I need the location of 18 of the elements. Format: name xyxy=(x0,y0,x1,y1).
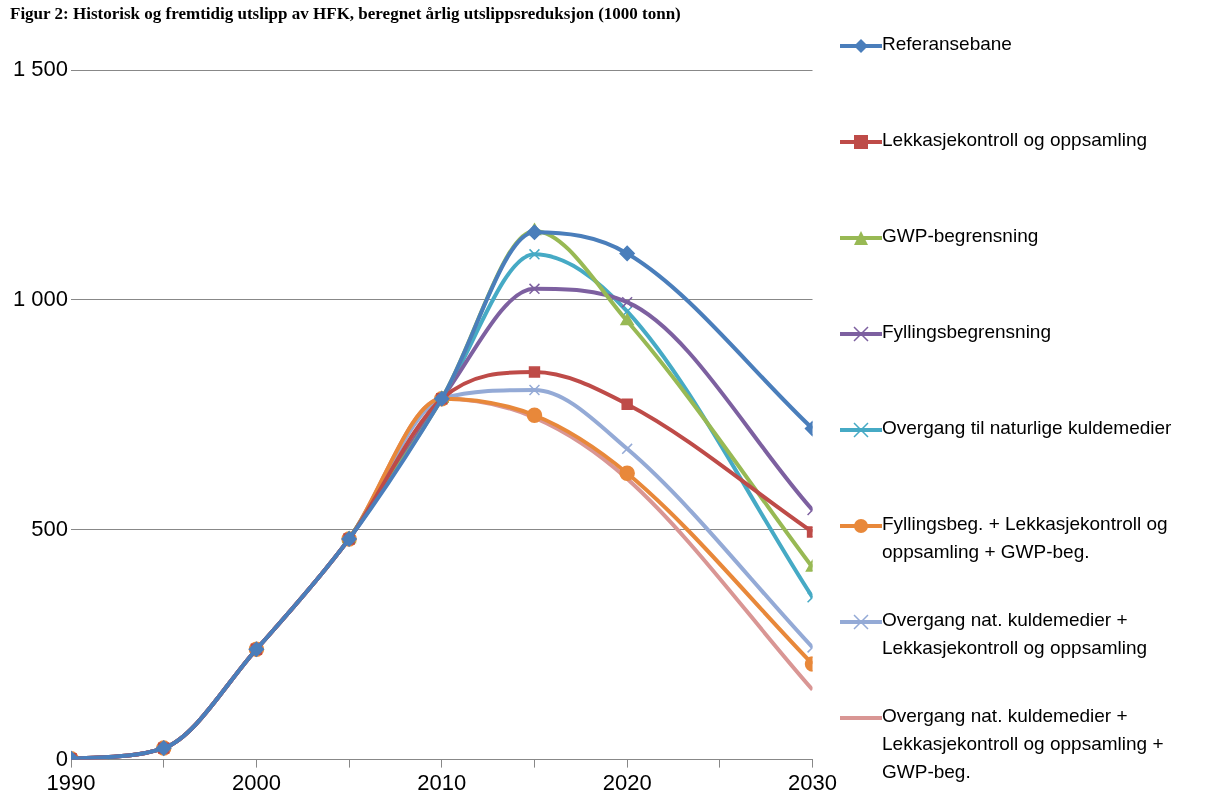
chart-title: Figur 2: Historisk og fremtidig utslipp av HFK, beregnet årlig utslippsreduksjon (1000 tonn) xyxy=(9,3,682,25)
legend-label: Overgang nat. kuldemedier + Lekkasjekontroll og oppsamling xyxy=(882,608,1149,660)
x-tick-label: 2000 xyxy=(231,769,281,795)
x-tick-label: 2010 xyxy=(417,769,467,795)
y-tick-label: 1 500 xyxy=(12,56,69,82)
legend-label: GWP-begrensning xyxy=(882,224,1039,248)
x-tick-label: 2030 xyxy=(788,769,838,795)
legend-label: Referansebane xyxy=(882,32,1012,56)
x-tick-label: 1990 xyxy=(46,769,96,795)
y-tick-label: 500 xyxy=(31,515,69,541)
y-tick-label: 0 xyxy=(55,745,69,771)
legend-label: Fyllingsbeg. + Lekkasjekontroll og oppsamling + GWP-beg. xyxy=(882,512,1169,564)
legend-label: Overgang til naturlige kuldemedier xyxy=(882,416,1172,440)
y-tick-label: 1 000 xyxy=(12,285,69,311)
legend-label: Overgang nat. kuldemedier + Lekkasjekontroll og oppsamling + GWP-beg. xyxy=(882,704,1165,784)
legend-label: Lekkasjekontroll og oppsamling xyxy=(882,128,1148,152)
x-tick-label: 2020 xyxy=(602,769,652,795)
legend-label: Fyllingsbegrensning xyxy=(882,320,1051,344)
